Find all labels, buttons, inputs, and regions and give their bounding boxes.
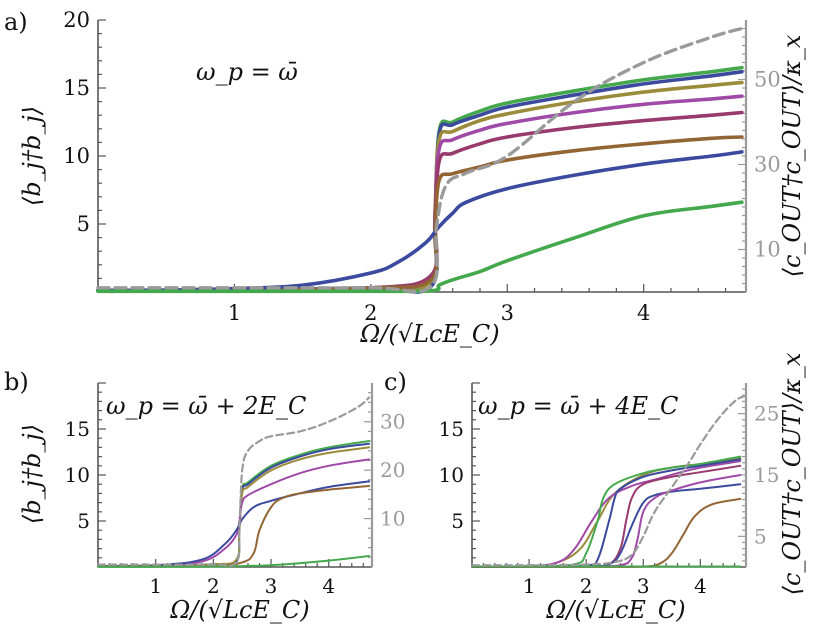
- y2-tick-label: 10: [754, 238, 781, 262]
- annotation: ω_p = ω̄ + 2E_C: [106, 392, 306, 420]
- series-blue-low: [96, 150, 744, 293]
- annotation: ω_p = ω̄ + 4E_C: [478, 392, 678, 420]
- x-tick-label: 1: [228, 301, 241, 325]
- x-axis-label: Ω/(√LcE_C): [359, 320, 499, 348]
- x-tick-label: 4: [694, 574, 707, 598]
- series-output-dashed: [96, 26, 744, 294]
- y2-tick-label: 5: [754, 524, 767, 548]
- series-output-dashed: [470, 394, 748, 567]
- y-tick-label: 10: [63, 144, 90, 168]
- series-blue-top: [97, 442, 371, 568]
- x-tick-label: 4: [322, 574, 335, 598]
- panel-label: a): [4, 8, 28, 36]
- y-tick-label: 20: [63, 8, 90, 32]
- y-axis-label: ⟨b_j†b_j⟩: [18, 106, 46, 206]
- series-blue-low: [97, 480, 371, 568]
- series-olive: [96, 80, 744, 293]
- series-green-low: [96, 200, 744, 294]
- y2-tick-label: 50: [754, 68, 781, 92]
- panel-label: c): [384, 368, 407, 396]
- x-axis-label: Ω/(√LcE_C): [169, 596, 309, 624]
- series-output-dashed: [96, 396, 371, 567]
- y-tick-label: 10: [65, 463, 90, 487]
- panel-c: 1 2 3 4 5 10 15 5 15 25 c) ω_p = ω̄ + 4E_C Ω/(√LcE_C…: [384, 352, 806, 624]
- series-green-top: [97, 440, 371, 568]
- y-tick-label: 5: [77, 212, 90, 236]
- y2-axis-label: ⟨c_OUT†c_OUT⟩/κ_x: [778, 34, 806, 277]
- series-blue-low: [471, 483, 742, 568]
- y2-tick-label: 10: [380, 507, 405, 531]
- x-tick-label: 1: [149, 574, 162, 598]
- y2-tick-label: 25: [754, 402, 779, 426]
- x-tick-label: 2: [580, 574, 593, 598]
- y-tick-label: 15: [65, 417, 90, 441]
- y2-tick-label: 15: [754, 463, 779, 487]
- y-tick-label: 10: [439, 463, 464, 487]
- y2-tick-label: 30: [380, 410, 405, 434]
- x-tick-label: 1: [523, 574, 536, 598]
- y2-tick-label: 20: [380, 458, 405, 482]
- x-tick-label: 4: [637, 301, 650, 325]
- series-purple: [96, 94, 744, 293]
- y-axis-label: ⟨b_j†b_j⟩: [18, 424, 46, 524]
- y-tick-label: 15: [63, 76, 90, 100]
- x-tick-label: 2: [207, 574, 220, 598]
- panel-label: b): [4, 368, 29, 396]
- series-green-top: [96, 65, 744, 294]
- x-axis-label: Ω/(√LcE_C): [545, 596, 685, 624]
- series-magenta: [96, 110, 744, 293]
- y2-axis-label: ⟨c_OUT†c_OUT⟩/κ_x: [778, 352, 806, 595]
- y-tick-label: 5: [451, 509, 464, 533]
- x-tick-label: 3: [501, 301, 514, 325]
- series-purple-early: [471, 460, 742, 568]
- x-tick-label: 2: [364, 301, 377, 325]
- y-tick-label: 5: [77, 509, 90, 533]
- series-green-low: [97, 555, 371, 568]
- series-magenta: [471, 464, 742, 568]
- panel-a: 1 2 3 4 5 10 15 20 10 30 50 a) ω_p = ω̄ Ω/(√LcE_C) ⟨b_…: [4, 8, 806, 348]
- series-purple: [97, 458, 371, 568]
- series-brown: [97, 485, 371, 568]
- y2-tick-label: 30: [754, 153, 781, 177]
- panel-b: 1 2 3 4 5 10 15 10 20 30 b) ω_p = ω̄ + 2E_C Ω/(√LcE_…: [4, 368, 405, 624]
- annotation: ω_p = ω̄: [196, 58, 298, 86]
- x-tick-label: 3: [265, 574, 278, 598]
- y-tick-label: 15: [439, 417, 464, 441]
- x-tick-label: 3: [637, 574, 650, 598]
- series-blue-top: [471, 458, 742, 568]
